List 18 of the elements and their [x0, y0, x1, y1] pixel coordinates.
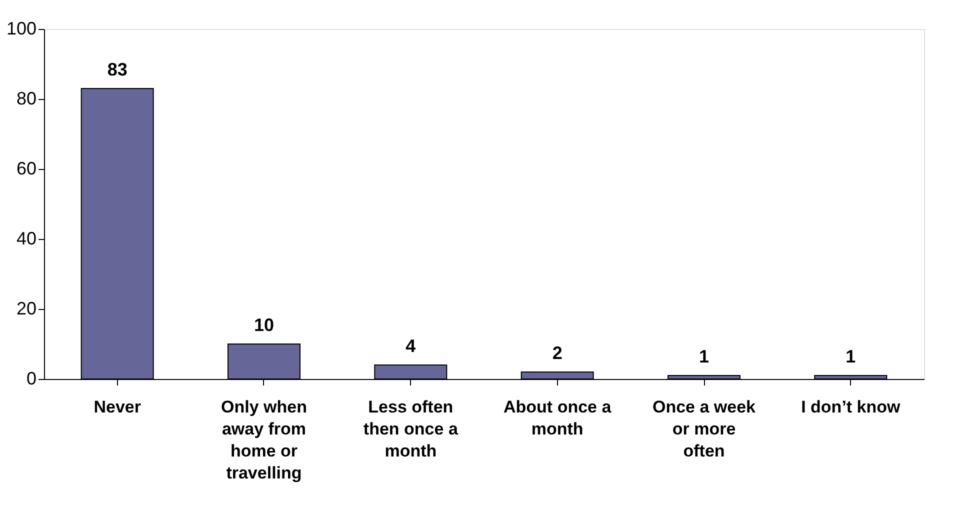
y-tick-label: 60	[16, 158, 36, 178]
y-tick-label: 40	[16, 228, 36, 248]
y-tick-label: 80	[16, 88, 36, 108]
data-label: 1	[846, 346, 856, 366]
y-tick-label: 100	[6, 18, 36, 38]
x-tick-label: About once a month	[503, 398, 612, 438]
data-label: 2	[552, 343, 562, 363]
y-tick-label: 0	[26, 368, 36, 388]
x-tick-label: Less often then once a month	[363, 398, 458, 460]
y-tick-label: 20	[16, 298, 36, 318]
data-label: 10	[254, 315, 274, 335]
x-tick-label: Only when away from home or travelling	[221, 398, 307, 482]
data-label: 4	[406, 336, 416, 356]
x-tick-label: Never	[94, 398, 142, 416]
x-tick-label: Once a week or more often	[652, 398, 756, 460]
data-label: 83	[107, 60, 128, 80]
data-label: 1	[698, 346, 710, 366]
x-tick-label: I don’t know	[801, 398, 902, 416]
